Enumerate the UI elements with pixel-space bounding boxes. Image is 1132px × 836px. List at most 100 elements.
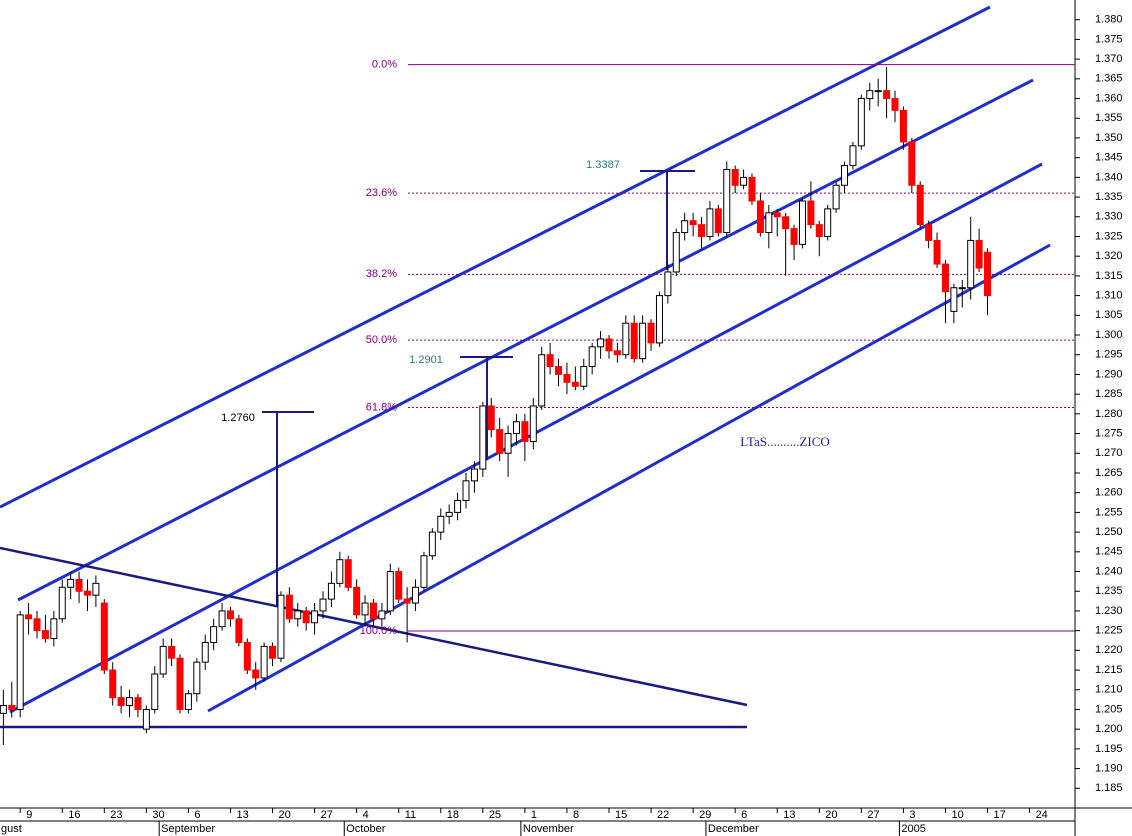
month-label: October	[346, 823, 385, 835]
candle-body-down	[984, 251, 992, 297]
candle-body-down	[933, 239, 941, 265]
y-tick-label: 1.255	[1095, 506, 1123, 518]
x-tick-label: 16	[68, 809, 80, 821]
candle-body-down	[117, 697, 125, 707]
candle-body-up	[950, 287, 958, 312]
candle-body-down	[975, 239, 983, 269]
x-tick-label: 6	[741, 809, 747, 821]
candle-body-up	[866, 90, 874, 100]
x-tick-label: 29	[699, 809, 711, 821]
candle-body-down	[243, 641, 251, 671]
candle-body-down	[605, 338, 613, 352]
candle-body-down	[571, 381, 579, 387]
candle-body-up	[218, 610, 226, 628]
candle-body-up	[597, 338, 605, 348]
candle-body-up	[849, 145, 857, 167]
candle-body-down	[75, 578, 83, 592]
channel-line	[207, 243, 1051, 713]
candle-body-down	[815, 224, 823, 237]
candle-body-up	[672, 232, 680, 273]
candle-body-down	[109, 669, 117, 699]
y-tick-label: 1.295	[1095, 349, 1123, 361]
candle-body-up	[151, 673, 159, 710]
x-tick-label: 27	[321, 809, 333, 821]
candle-body-down	[807, 200, 815, 226]
candle-body-up	[967, 239, 975, 289]
candle-body-down	[899, 109, 907, 143]
candle-body-up	[622, 322, 630, 356]
candle-body-up	[277, 594, 285, 659]
y-tick-label: 1.305	[1095, 309, 1123, 321]
annotation: 1.2760	[221, 412, 255, 424]
x-tick-label: 23	[110, 809, 122, 821]
candle-body-up	[159, 645, 167, 675]
x-tick-label: 10	[951, 809, 963, 821]
candle-body-up	[336, 559, 344, 584]
candle-body-down	[369, 602, 377, 620]
candle-body-down	[252, 669, 260, 679]
y-tick-label: 1.200	[1095, 723, 1123, 735]
candle-body-down	[41, 630, 49, 640]
candle-body-up	[958, 287, 966, 290]
y-tick-label: 1.315	[1095, 270, 1123, 282]
candle-body-down	[698, 224, 706, 237]
candle-body-up	[588, 346, 596, 368]
x-tick-label: 1	[531, 809, 537, 821]
x-tick-label: 25	[489, 809, 501, 821]
x-tick-label: 11	[405, 809, 416, 821]
y-tick-label: 1.245	[1095, 546, 1123, 558]
y-tick-label: 1.350	[1095, 132, 1123, 144]
x-tick-label: 15	[615, 809, 627, 821]
y-tick-label: 1.375	[1095, 33, 1123, 45]
y-tick-label: 1.225	[1095, 625, 1123, 637]
y-tick-label: 1.205	[1095, 703, 1123, 715]
candle-body-up	[512, 421, 520, 435]
month-label: gust	[1, 823, 22, 835]
x-tick-label: 30	[152, 809, 164, 821]
x-tick-label: 22	[657, 809, 669, 821]
candle-body-down	[285, 594, 293, 620]
y-tick-label: 1.370	[1095, 53, 1123, 65]
candle-body-up	[454, 500, 462, 513]
candle-body-down	[226, 610, 234, 620]
y-tick-label: 1.215	[1095, 664, 1123, 676]
candle-body-down	[555, 366, 563, 375]
y-tick-label: 1.195	[1095, 743, 1123, 755]
candle-body-down	[941, 263, 949, 293]
candle-body-down	[235, 618, 243, 643]
candle-body-down	[269, 645, 277, 659]
candle-body-down	[647, 322, 655, 344]
candle-body-down	[487, 405, 495, 431]
y-tick-label: 1.230	[1095, 605, 1123, 617]
candle-body-down	[546, 354, 554, 368]
candle-body-down	[714, 208, 722, 234]
y-tick-label: 1.260	[1095, 487, 1123, 499]
x-tick-label: 8	[573, 809, 579, 821]
y-tick-label: 1.285	[1095, 388, 1123, 400]
month-label: 2005	[901, 823, 925, 835]
y-tick-label: 1.185	[1095, 782, 1123, 794]
candle-body-down	[630, 322, 638, 360]
candle-body-up	[798, 200, 806, 245]
y-tick-label: 1.335	[1095, 191, 1123, 203]
candle-body-up	[58, 586, 66, 620]
candle-body-down	[790, 228, 798, 245]
y-tick-label: 1.300	[1095, 329, 1123, 341]
x-tick-label: 18	[447, 809, 459, 821]
candle-body-down	[782, 216, 790, 230]
y-tick-label: 1.320	[1095, 250, 1123, 262]
month-label: September	[161, 823, 215, 835]
candle-body-down	[613, 350, 621, 356]
candle-body-up	[664, 271, 672, 297]
candle-body-down	[756, 200, 764, 234]
candle-body-up	[639, 322, 647, 360]
candle-body-down	[302, 610, 310, 624]
fib-label: 0.0%	[372, 59, 397, 71]
candle-body-up	[538, 354, 546, 407]
candle-body-down	[916, 184, 924, 226]
candle-body-down	[403, 598, 411, 604]
x-tick-label: 24	[1036, 809, 1048, 821]
candle-body-up	[50, 618, 58, 640]
candle-body-down	[134, 697, 142, 710]
candle-body-up	[294, 610, 302, 620]
